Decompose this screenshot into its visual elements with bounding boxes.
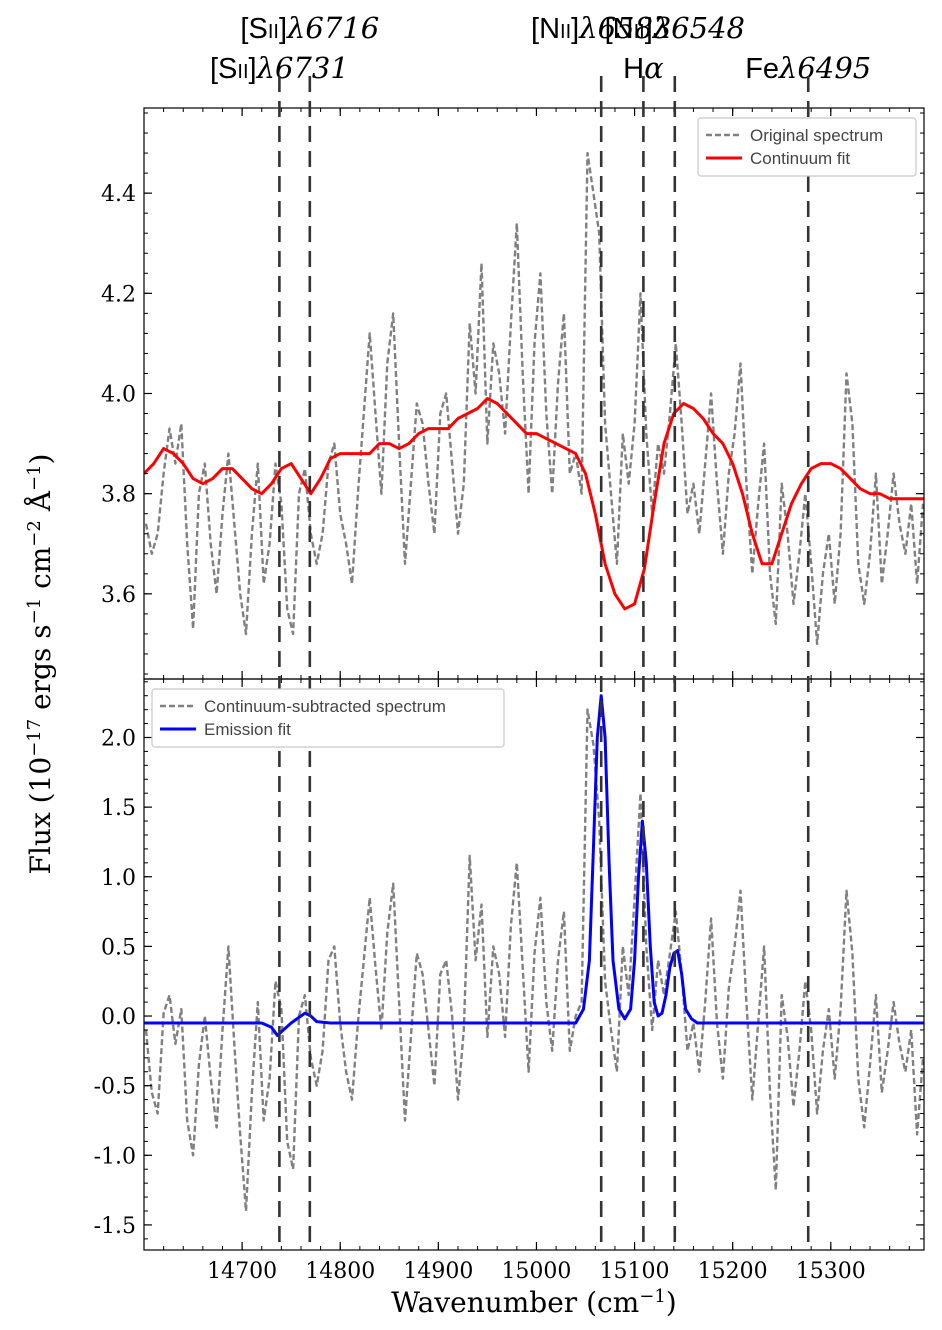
legend-entry-label: Continuum fit: [750, 149, 850, 168]
x-tick-label: 15100: [600, 1259, 670, 1284]
y-tick-label: 0.0: [101, 1005, 136, 1030]
y-axis-label: Flux (10−17 ergs s−1 cm−2 Å−1): [24, 454, 58, 875]
series-group: [144, 151, 924, 646]
y-tick-label: 2.0: [101, 726, 136, 751]
x-axis-label: Wavenumber (cm−1): [391, 1286, 676, 1320]
reference-lines: [278, 76, 810, 1250]
line-label: Hα: [623, 51, 664, 85]
y-tick-label: -0.5: [94, 1075, 136, 1100]
y-tick-label: 1.0: [101, 866, 136, 891]
line-labels: [SII]λ6731 [SII]λ6716 [NII]λ6583 Hα [NII]λ65…: [210, 11, 871, 85]
top-panel: 3.6 3.8 4.0 4.2 4.4: [101, 107, 925, 680]
legend-entry-label: Continuum-subtracted spectrum: [204, 697, 446, 716]
series-line-0-0: [144, 151, 924, 646]
line-label: Feλ6495: [745, 51, 871, 85]
x-tick-label: 14800: [305, 1259, 375, 1284]
y-tick-label: 3.8: [101, 483, 136, 508]
axis-labels: Flux (10−17 ergs s−1 cm−2 Å−1) Wavenumbe…: [24, 454, 677, 1319]
y-tick-label: 3.6: [101, 583, 136, 608]
y-tick-label: 0.5: [101, 935, 136, 960]
y-tick-label: 4.0: [101, 383, 136, 408]
legend-entry-label: Original spectrum: [750, 126, 883, 145]
series-line-0-1: [144, 397, 924, 611]
y-tick-label: -1.0: [94, 1144, 136, 1169]
line-label: [NII]λ6583: [531, 11, 671, 45]
plot-frame: [143, 107, 925, 680]
x-tick-label: 15300: [796, 1259, 866, 1284]
legend-box: [697, 117, 917, 177]
legend-box: [151, 688, 505, 748]
bottom-legend: Continuum-subtracted spectrum Emission fi…: [151, 688, 505, 748]
y-tick-label: 4.2: [101, 282, 136, 307]
top-legend: Original spectrum Continuum fit: [697, 117, 917, 177]
x-tick-label: 15000: [501, 1259, 571, 1284]
x-tick-label: 14900: [403, 1259, 473, 1284]
series-line-1-0: [144, 708, 924, 1213]
y-tick-label: -1.5: [94, 1214, 136, 1239]
series-group: [144, 694, 924, 1213]
x-tick-label: 14700: [207, 1259, 277, 1284]
bottom-panel: -1.5 -1.0 -0.5 0.0 0.5 1.0 1.5 2.0 14700 14800 149…: [94, 678, 925, 1284]
y-tick-label: 1.5: [101, 796, 136, 821]
y-tick-label: 4.4: [101, 182, 136, 207]
legend-entry-label: Emission fit: [204, 720, 291, 739]
line-label: [SII]λ6731: [210, 51, 349, 85]
line-label: [SII]λ6716: [240, 11, 379, 45]
line-label: [NII]λ6548: [605, 11, 745, 45]
plot-frame: [143, 678, 925, 1251]
x-tick-label: 15200: [698, 1259, 768, 1284]
series-line-1-1: [144, 694, 924, 1037]
